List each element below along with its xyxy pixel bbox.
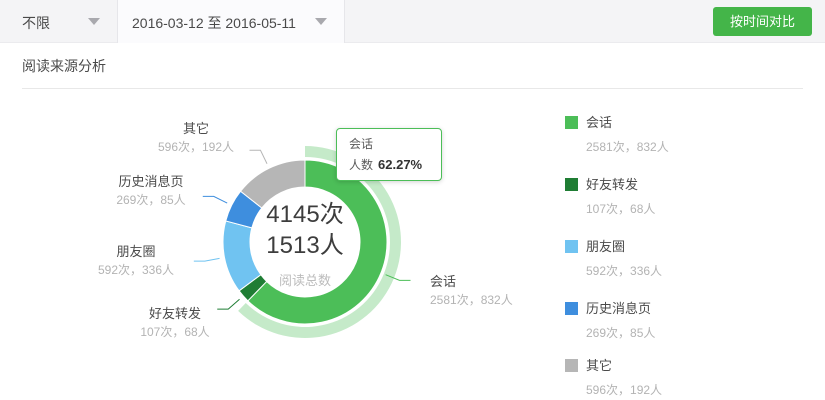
legend-name-history-page: 历史消息页 <box>586 301 652 316</box>
legend-swatch-session <box>565 116 578 129</box>
donut-chart <box>193 146 411 338</box>
legend-value-session: 2581次，832人 <box>586 140 669 154</box>
compare-by-time-button[interactable]: 按时间对比 <box>712 7 812 36</box>
filter-dropdown[interactable]: 不限 <box>0 0 117 43</box>
callout-session-name: 会话 <box>430 274 457 289</box>
tooltip-percent-value: 62.27% <box>378 157 423 172</box>
section-divider <box>22 88 803 89</box>
legend-item-history-page[interactable]: 历史消息页 269次，85人 <box>565 298 775 341</box>
callout-other: 其它 596次，192人 <box>116 121 276 155</box>
legend-item-friend-share[interactable]: 好友转发 107次，68人 <box>565 174 775 217</box>
callout-friend-share-name: 好友转发 <box>148 306 201 321</box>
callout-other-name: 其它 <box>182 121 209 136</box>
legend-value-other: 596次，192人 <box>586 383 663 397</box>
callout-moments-name: 朋友圈 <box>116 244 156 259</box>
callout-history-page-name: 历史消息页 <box>118 174 184 189</box>
legend-item-session[interactable]: 会话 2581次，832人 <box>565 112 775 155</box>
chart-center-totals: 4145次 1513人 阅读总数 <box>205 199 405 289</box>
toolbar: 不限 2016-03-12 至 2016-05-11 按时间对比 <box>0 0 825 43</box>
legend-item-other[interactable]: 其它 596次，192人 <box>565 355 775 398</box>
total-caption: 阅读总数 <box>278 273 331 288</box>
leader-line-0 <box>385 274 411 281</box>
donut-halo-0 <box>238 146 402 338</box>
callout-friend-share-value: 107次，68人 <box>140 325 210 339</box>
tooltip-metric-label: 人数 <box>349 158 374 172</box>
chart-tooltip: 会话 人数 62.27% <box>336 128 442 181</box>
legend-name-session: 会话 <box>586 115 613 130</box>
legend-value-moments: 592次，336人 <box>586 264 663 278</box>
total-reads: 4145次 <box>266 201 344 228</box>
callout-moments: 朋友圈 592次，336人 <box>56 244 216 278</box>
date-range-dropdown[interactable]: 2016-03-12 至 2016-05-11 <box>117 0 345 43</box>
leader-line-4 <box>249 149 268 164</box>
leader-line-1 <box>217 298 240 310</box>
donut-slice-4[interactable] <box>239 159 306 209</box>
legend-swatch-other <box>565 359 578 372</box>
tooltip-metric-line: 人数 62.27% <box>349 156 429 173</box>
callout-history-page: 历史消息页 269次，85人 <box>71 174 231 208</box>
chevron-down-icon <box>88 18 100 25</box>
tooltip-series-name: 会话 <box>349 137 374 151</box>
callout-history-page-value: 269次，85人 <box>116 193 186 207</box>
date-range-value: 2016-03-12 至 2016-05-11 <box>132 15 296 31</box>
legend-swatch-moments <box>565 240 578 253</box>
callout-other-value: 596次，192人 <box>157 140 235 154</box>
legend-name-moments: 朋友圈 <box>586 239 626 254</box>
donut-slice-0[interactable] <box>247 159 388 325</box>
legend-value-friend-share: 107次，68人 <box>586 202 656 216</box>
legend-swatch-history-page <box>565 302 578 315</box>
callout-session-value: 2581次，832人 <box>430 293 513 307</box>
legend-name-other: 其它 <box>586 358 613 373</box>
legend-name-friend-share: 好友转发 <box>586 177 639 192</box>
legend-swatch-friend-share <box>565 178 578 191</box>
legend-item-moments[interactable]: 朋友圈 592次，336人 <box>565 236 775 279</box>
total-people: 1513人 <box>266 232 344 259</box>
leader-line-3 <box>202 195 228 204</box>
leader-line-2 <box>193 257 220 262</box>
filter-dropdown-value: 不限 <box>22 15 50 31</box>
callout-session: 会话 2581次，832人 <box>430 274 513 308</box>
chevron-down-icon <box>315 18 327 25</box>
legend-value-history-page: 269次，85人 <box>586 326 656 340</box>
page-title: 阅读来源分析 <box>22 58 106 74</box>
callout-moments-value: 592次，336人 <box>97 263 175 277</box>
callout-friend-share: 好友转发 107次，68人 <box>95 306 255 340</box>
